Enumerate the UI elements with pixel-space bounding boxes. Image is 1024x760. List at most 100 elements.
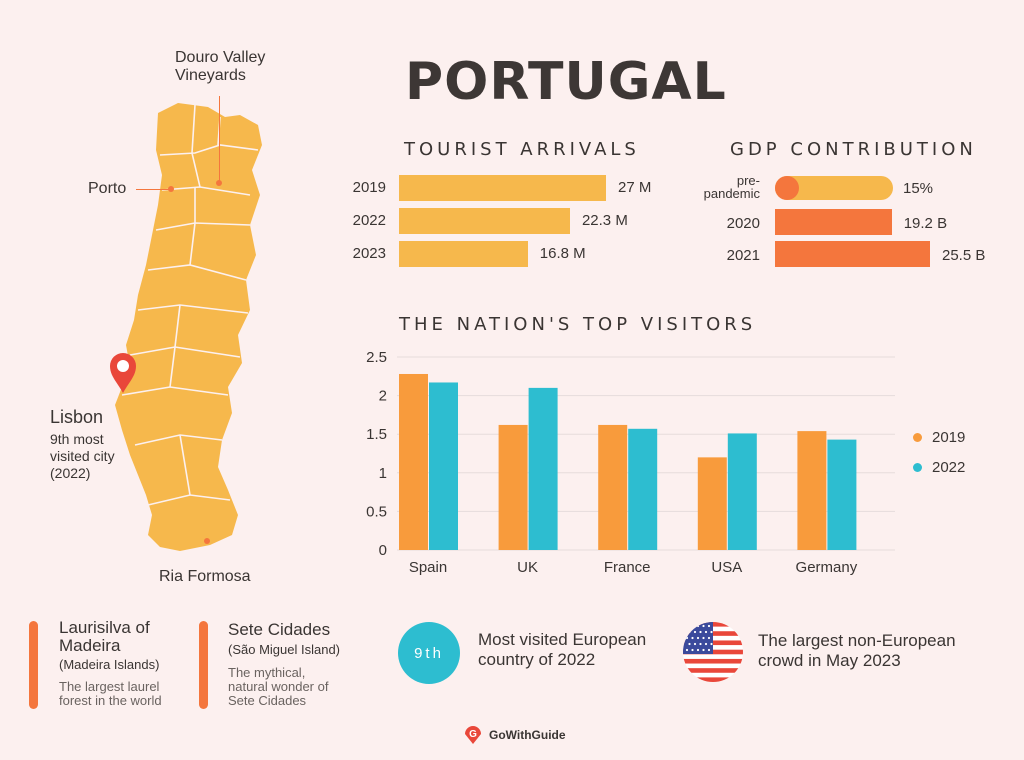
portugal-map: [115, 103, 262, 551]
y-tick-label: 2.5: [366, 349, 387, 366]
legend-label: 2022: [932, 459, 966, 476]
highlight-accent-2: [199, 621, 208, 709]
visitors-bar-2019: [697, 457, 727, 550]
flag-star: [691, 624, 694, 628]
gdp-year-label: 2020: [726, 215, 760, 232]
svg-text:G: G: [469, 729, 477, 740]
highlight-1-subtitle: (Madeira Islands): [59, 657, 160, 672]
flag-star: [688, 642, 691, 646]
highlight-2-subtitle: (São Miguel Island): [228, 642, 340, 657]
gowithguide-logo-icon: G: [465, 726, 481, 744]
legend-swatch: [913, 463, 922, 472]
flag-star: [685, 648, 689, 652]
x-tick-label: UK: [517, 559, 538, 576]
porto-leader-line: [136, 189, 170, 190]
y-tick-label: 1: [379, 465, 387, 482]
lisbon-note: 9th most visited city (2022): [50, 431, 115, 481]
us-flag-icon: [683, 622, 743, 682]
y-tick-label: 1.5: [366, 426, 387, 443]
ria-label: Ria Formosa: [159, 568, 251, 585]
visitors-bar-2022: [429, 382, 458, 550]
portugal-land-shape: [115, 103, 262, 551]
douro-leader-line: [219, 96, 220, 181]
flag-star: [699, 630, 702, 634]
visitors-bar-2022: [628, 428, 658, 550]
flag-star: [685, 624, 689, 628]
douro-marker: [216, 180, 222, 186]
x-tick-label: USA: [711, 559, 742, 576]
visitors-bar-2022: [528, 387, 558, 550]
flag-star: [699, 642, 702, 646]
gdp-value-label: 19.2 B: [903, 215, 948, 232]
stat-2-text: The largest non-European crowd in May 20…: [758, 631, 956, 670]
gdp-year-label: 2021: [726, 247, 760, 264]
legend-label: 2019: [932, 429, 966, 446]
flag-star: [691, 648, 694, 652]
visitors-bar-2019: [797, 431, 827, 550]
gdp-value-label: 25.5 B: [942, 247, 986, 264]
flag-star: [702, 636, 705, 640]
flag-star: [710, 642, 713, 646]
x-tick-label: Germany: [796, 559, 858, 576]
flag-star: [710, 630, 713, 634]
visitors-title: THE NATION'S TOP VISITORS: [399, 314, 757, 335]
ria-marker: [204, 538, 210, 544]
gdp-pre-label-line2: pandemic: [703, 186, 760, 201]
flag-star: [707, 636, 711, 640]
highlight-2-title: Sete Cidades: [228, 620, 331, 639]
legend-swatch: [913, 433, 922, 442]
gdp-bar: [775, 209, 892, 235]
flag-star: [693, 642, 697, 646]
flag-star: [691, 636, 694, 640]
lisbon-pin-icon: [110, 353, 136, 393]
visitors-bar-2019: [598, 424, 628, 550]
flag-star: [696, 648, 700, 652]
porto-marker: [168, 186, 174, 192]
flag-stripe: [683, 658, 743, 664]
arrivals-bar: [399, 175, 606, 201]
x-tick-label: Spain: [409, 559, 447, 576]
gdp-pre-label: pre- pandemic: [690, 174, 760, 200]
gdp-pre-fill: [775, 176, 799, 200]
y-tick-label: 0: [379, 542, 387, 559]
flag-star: [702, 648, 705, 652]
visitors-chart: 0 0.5 1 1.5 2 2.5 Spain UK France USA Germany: [366, 349, 895, 576]
arrivals-value-label: 16.8 M: [539, 245, 586, 262]
flag-star: [704, 642, 708, 646]
flag-star: [696, 624, 700, 628]
flag-star: [685, 636, 689, 640]
visitors-bar-2022: [827, 439, 857, 550]
porto-label: Porto: [88, 180, 127, 197]
gdp-bar: [775, 241, 930, 267]
arrivals-value-label: 22.3 M: [581, 212, 628, 229]
flag-star: [702, 624, 705, 628]
arrivals-bar: [399, 208, 570, 234]
rank-badge: 9th: [398, 622, 460, 684]
highlight-1-desc: The largest laurel forest in the world: [59, 679, 162, 708]
arrivals-bar: [399, 241, 528, 267]
flag-star: [696, 636, 700, 640]
visitors-bar-2022: [727, 433, 757, 550]
gdp-pre-value: 15%: [903, 180, 934, 197]
highlight-1-title: Laurisilva of Madeira: [59, 618, 150, 655]
lisbon-label: Lisbon: [50, 407, 104, 427]
arrivals-year-label: 2022: [352, 212, 386, 229]
flag-star: [707, 648, 711, 652]
highlight-accent-1: [29, 621, 38, 709]
arrivals-year-label: 2023: [352, 245, 386, 262]
flag-stripe: [683, 668, 743, 673]
arrivals-value-label: 27 M: [618, 179, 652, 196]
flag-star: [688, 630, 691, 634]
page-title: PORTUGAL: [405, 52, 727, 112]
highlight-2-desc: The mythical, natural wonder of Sete Cid…: [228, 665, 329, 708]
y-tick-label: 0.5: [366, 503, 387, 520]
y-tick-label: 2: [379, 388, 387, 405]
x-tick-label: France: [604, 559, 651, 576]
stat-1-text: Most visited European country of 2022: [478, 630, 647, 669]
flag-stripe: [683, 677, 743, 682]
arrivals-year-label: 2019: [352, 179, 386, 196]
brand-name: GoWithGuide: [489, 728, 566, 742]
visitors-bar-2019: [498, 424, 528, 550]
gdp-pre-label-line1: pre-: [736, 173, 760, 188]
douro-label: Douro Valley Vineyards: [175, 49, 266, 84]
